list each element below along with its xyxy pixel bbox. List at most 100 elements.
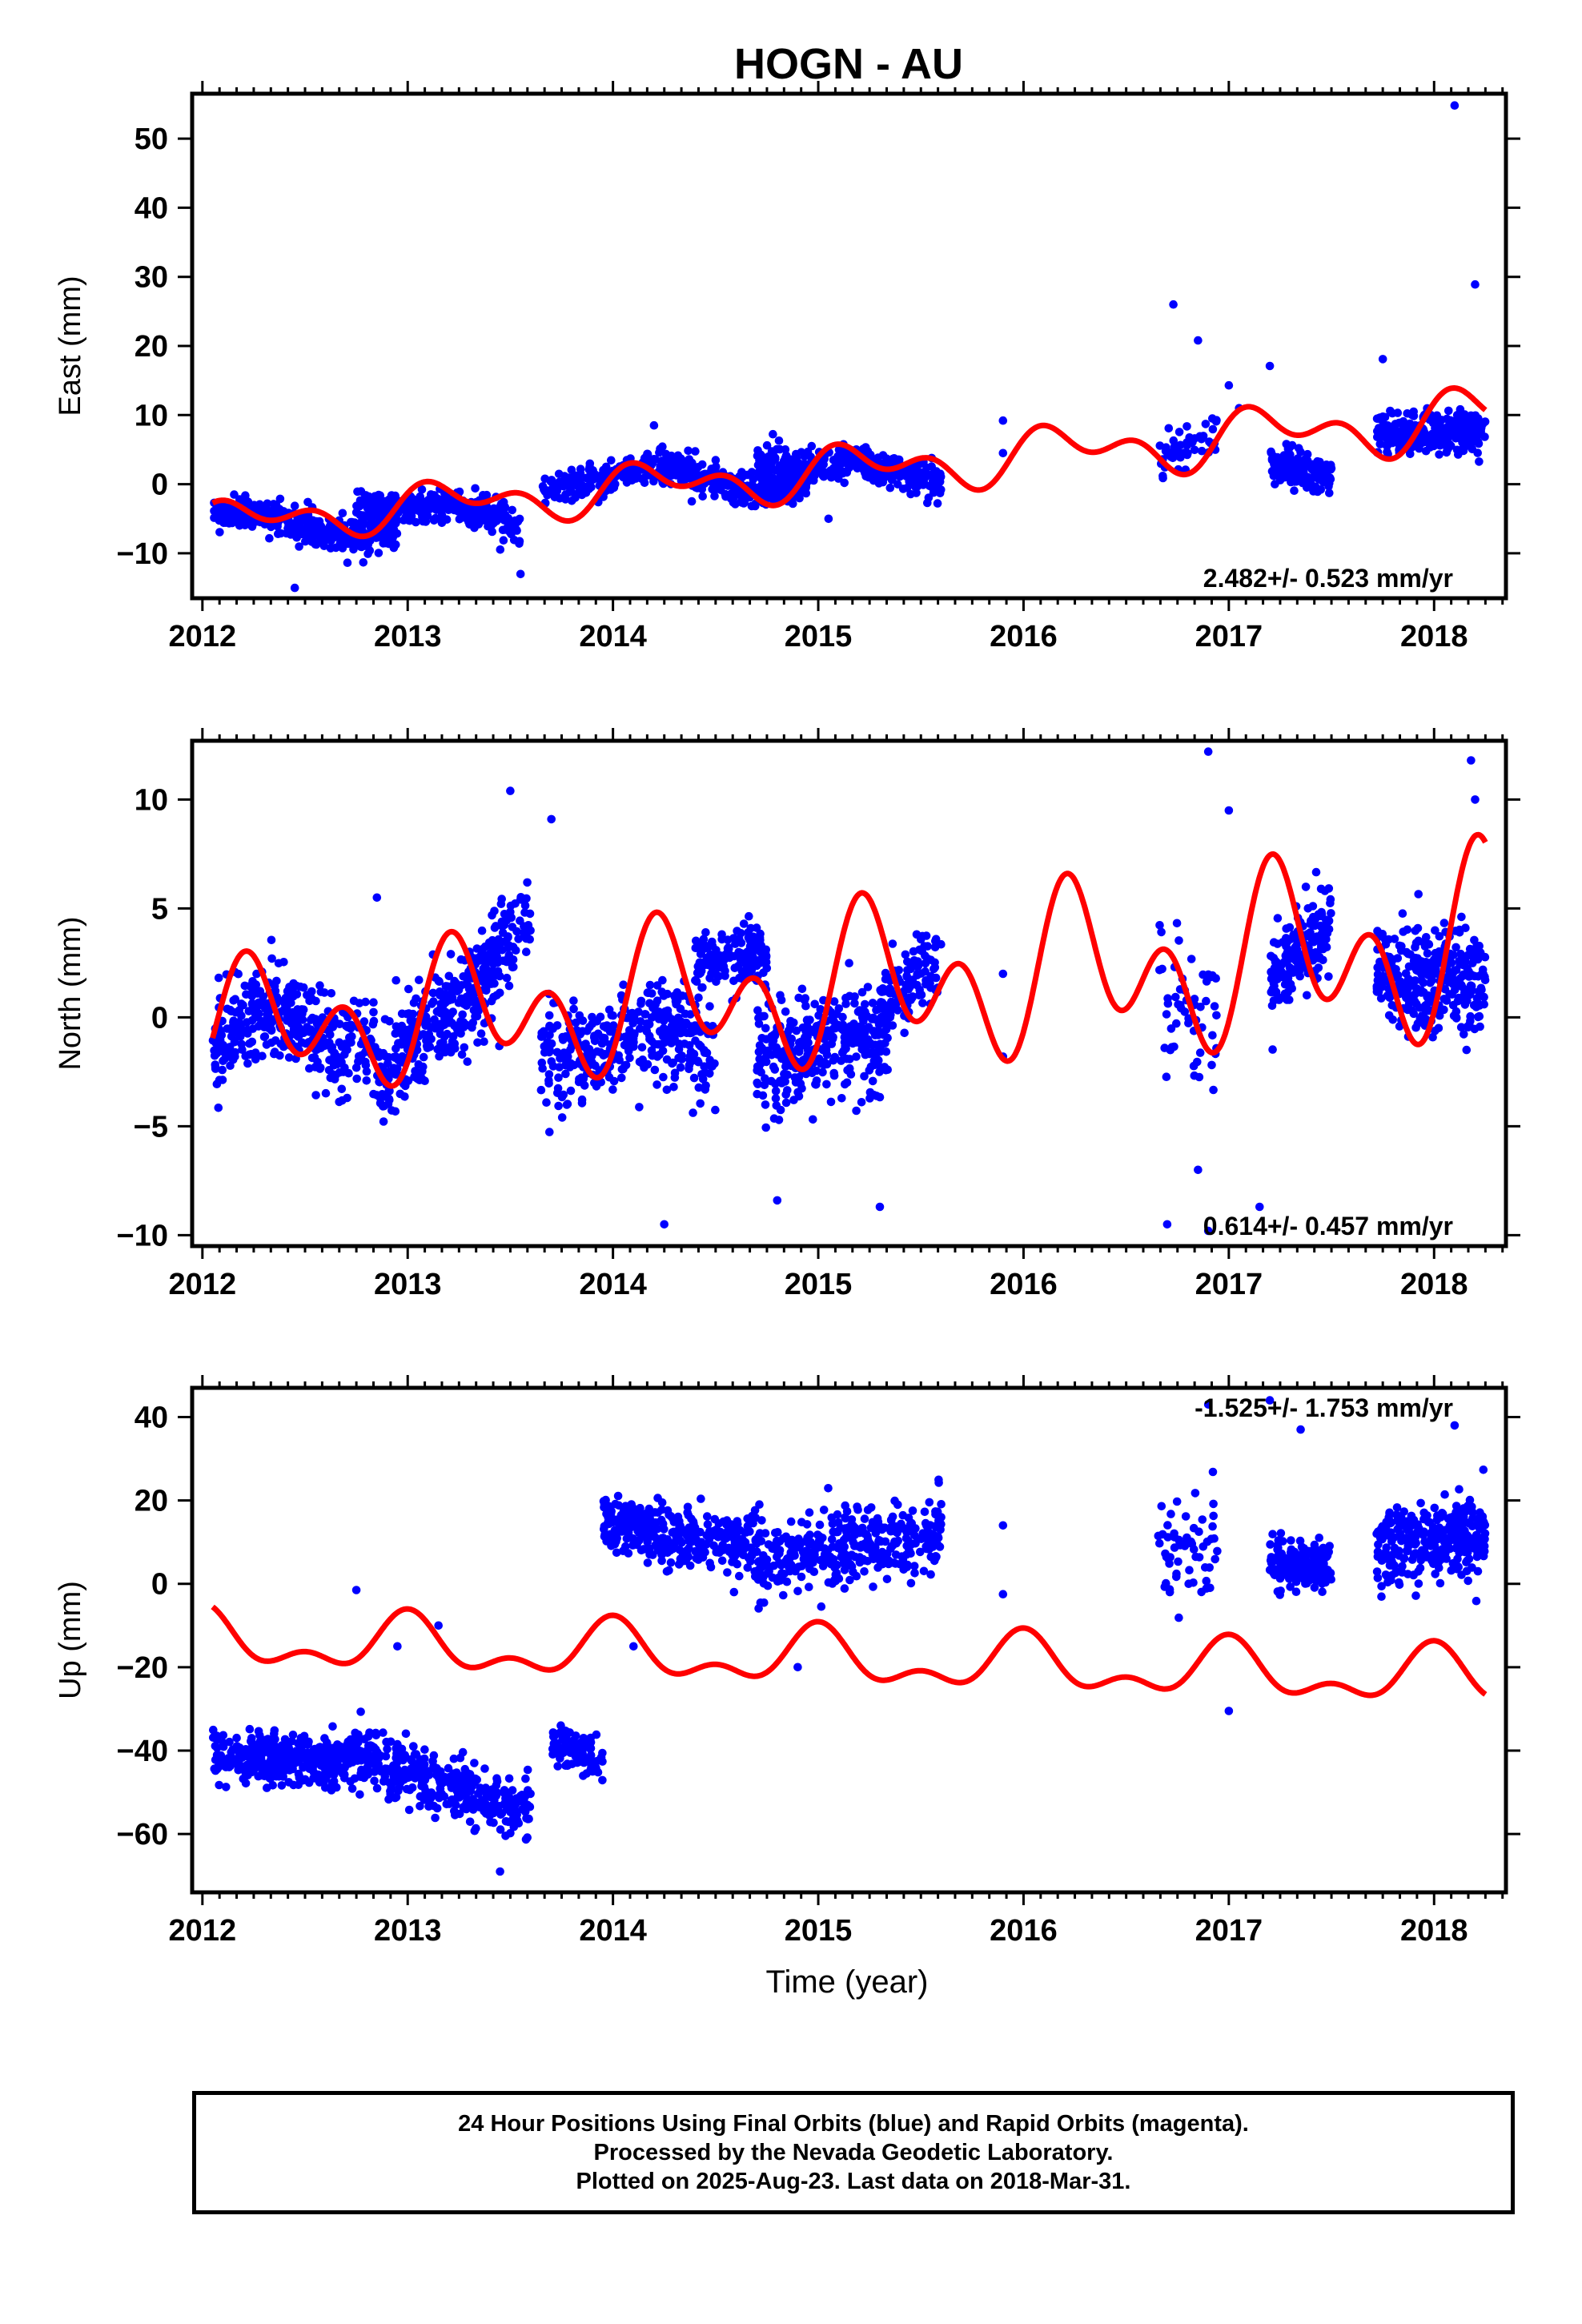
- north-data-point: [650, 1065, 660, 1075]
- north-data-point: [506, 901, 516, 911]
- north-data-point: [359, 1017, 369, 1026]
- north-data-point: [619, 980, 628, 989]
- north-data-point: [505, 958, 514, 967]
- east-data-point: [761, 480, 770, 489]
- north-data-point: [1431, 1027, 1439, 1035]
- north-data-point: [1157, 927, 1166, 937]
- north-data-point: [627, 1028, 636, 1038]
- north-data-point: [670, 1073, 680, 1082]
- north-data-point: [931, 935, 941, 943]
- north-data-point: [1295, 951, 1305, 961]
- east-data-point: [710, 492, 719, 501]
- east-data-point: [664, 456, 673, 465]
- east-data-point: [1393, 408, 1403, 417]
- north-data-point: [237, 999, 246, 1008]
- east-data-point: [1164, 424, 1174, 433]
- north-data-point: [355, 1051, 363, 1061]
- north-data-point: [487, 996, 496, 1006]
- north-data-point: [881, 975, 890, 983]
- east-data-point: [748, 480, 757, 489]
- north-data-point: [1224, 806, 1234, 815]
- north-data-point: [757, 1068, 765, 1077]
- north-data-point: [343, 1023, 352, 1031]
- north-data-point: [1442, 996, 1452, 1005]
- north-data-point: [686, 1047, 696, 1056]
- north-data-point: [444, 1015, 454, 1024]
- north-data-point: [520, 931, 530, 940]
- north-data-point: [1166, 1024, 1176, 1033]
- up-data-point: [219, 1731, 228, 1740]
- north-data-point: [872, 1006, 881, 1015]
- east-data-point: [1208, 414, 1217, 423]
- north-data-point: [694, 1057, 703, 1067]
- north-data-point: [315, 981, 324, 990]
- north-data-point: [1372, 982, 1382, 991]
- north-data-point: [699, 958, 708, 967]
- north-data-point: [235, 1031, 244, 1039]
- east-data-point: [1480, 417, 1490, 426]
- north-data-point: [554, 1101, 563, 1111]
- north-data-point: [562, 1055, 572, 1064]
- east-data-point: [210, 513, 219, 522]
- north-data-point: [1193, 1057, 1202, 1067]
- north-data-point: [372, 893, 382, 903]
- north-data-point: [1477, 985, 1486, 995]
- east-data-point: [1386, 406, 1395, 416]
- north-data-point: [344, 1068, 353, 1078]
- north-data-point: [559, 1090, 568, 1100]
- north-data-point: [263, 1018, 272, 1027]
- east-data-point: [791, 466, 801, 475]
- east-data-point: [375, 500, 383, 509]
- north-data-point: [875, 1039, 885, 1048]
- north-data-point: [1471, 795, 1480, 804]
- north-data-point: [1439, 1005, 1448, 1015]
- north-data-point: [391, 1053, 400, 1063]
- east-data-point: [1197, 435, 1206, 444]
- north-data-point: [566, 1086, 576, 1096]
- north-data-point: [465, 995, 474, 1004]
- north-data-point: [1415, 1003, 1424, 1012]
- east-data-point: [645, 458, 655, 467]
- east-data-point: [231, 507, 241, 517]
- east-data-point: [554, 469, 564, 479]
- north-data-point: [680, 1039, 689, 1048]
- north-data-point: [1203, 747, 1213, 756]
- north-data-point: [480, 1037, 488, 1046]
- north-data-point: [330, 1075, 339, 1084]
- north-data-point: [771, 1080, 780, 1088]
- north-data-point: [556, 1054, 564, 1063]
- y-tick-label: 0: [151, 1001, 168, 1035]
- north-data-point: [1399, 927, 1407, 936]
- east-data-point: [487, 521, 496, 530]
- north-data-point: [660, 1220, 669, 1229]
- north-data-point: [267, 935, 276, 945]
- north-data-point: [668, 1059, 677, 1068]
- north-data-point: [272, 992, 282, 1002]
- north-data-point: [585, 1023, 594, 1031]
- north-data-point: [674, 1053, 683, 1063]
- north-data-point: [347, 1038, 355, 1047]
- north-data-point: [870, 1031, 880, 1039]
- north-data-point: [1289, 965, 1299, 974]
- north-data-point: [316, 987, 326, 996]
- north-data-point: [478, 944, 488, 954]
- north-data-point: [496, 988, 504, 998]
- north-data-point: [734, 961, 743, 971]
- north-data-point: [818, 1046, 828, 1055]
- north-data-point: [537, 1032, 546, 1041]
- east-data-point: [776, 471, 785, 480]
- east-data-point: [274, 529, 283, 538]
- north-data-point: [658, 975, 667, 985]
- north-data-point: [1162, 1220, 1172, 1229]
- x-tick-label: 2012: [169, 620, 237, 653]
- east-data-point: [488, 512, 497, 521]
- north-data-point: [930, 964, 938, 974]
- east-rate-label: 2.482+/- 0.523 mm/yr: [1203, 564, 1453, 593]
- east-data-point: [389, 494, 399, 503]
- north-data-point: [705, 1069, 714, 1078]
- east-data-point: [926, 481, 936, 491]
- east-data-point: [885, 483, 895, 493]
- north-data-point: [427, 1035, 436, 1043]
- east-data-point: [255, 500, 264, 509]
- north-data-point: [1423, 992, 1431, 1002]
